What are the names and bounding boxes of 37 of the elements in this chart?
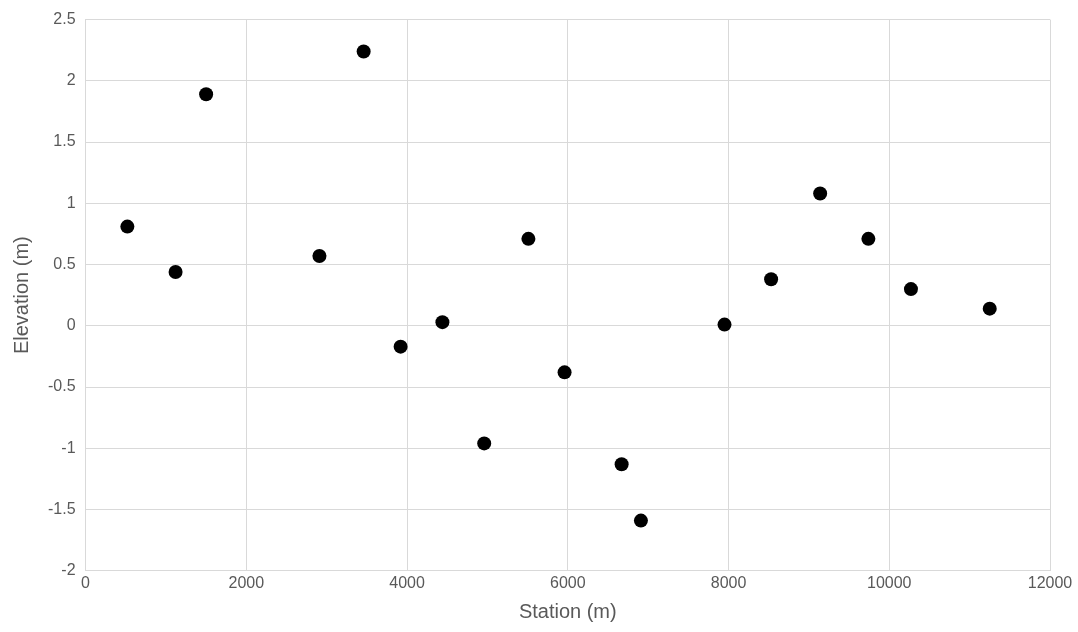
point xyxy=(717,317,732,332)
point xyxy=(861,231,876,246)
point xyxy=(557,365,572,380)
y-tick-label: 0 xyxy=(66,316,76,334)
point xyxy=(199,87,214,102)
point xyxy=(521,231,536,246)
y-tick-label: 0.5 xyxy=(53,254,76,272)
y-tick-label: 2 xyxy=(66,71,76,89)
y-tick-label: 1 xyxy=(66,193,76,211)
point xyxy=(813,186,828,201)
x-tick-label: 10000 xyxy=(867,573,912,591)
y-tick-label: -2 xyxy=(61,561,76,579)
x-tick-label: 6000 xyxy=(549,573,586,591)
y-tick-label: -0.5 xyxy=(47,377,76,395)
x-tick-label: 4000 xyxy=(389,573,425,591)
x-tick-label: 2000 xyxy=(228,573,265,591)
point xyxy=(982,301,997,316)
point xyxy=(435,315,450,330)
x-tick-label: 0 xyxy=(81,573,91,591)
point xyxy=(356,44,371,59)
point xyxy=(764,272,779,287)
y-tick-label: 2.5 xyxy=(53,10,76,28)
point xyxy=(614,457,629,472)
y-tick-label: 1.5 xyxy=(53,132,76,150)
point xyxy=(168,264,183,279)
point xyxy=(903,282,918,297)
x-axis-title: Station (m) xyxy=(518,599,617,622)
point xyxy=(393,339,408,354)
y-tick-label: -1 xyxy=(61,438,76,456)
point xyxy=(477,436,492,451)
point xyxy=(120,219,135,234)
y-tick-label: -1.5 xyxy=(47,499,76,517)
x-tick-label: 8000 xyxy=(710,573,747,591)
point xyxy=(633,513,648,528)
point xyxy=(312,249,327,263)
y-axis-title: Elevation (m) xyxy=(9,236,32,355)
x-tick-label: 12000 xyxy=(1027,573,1073,591)
